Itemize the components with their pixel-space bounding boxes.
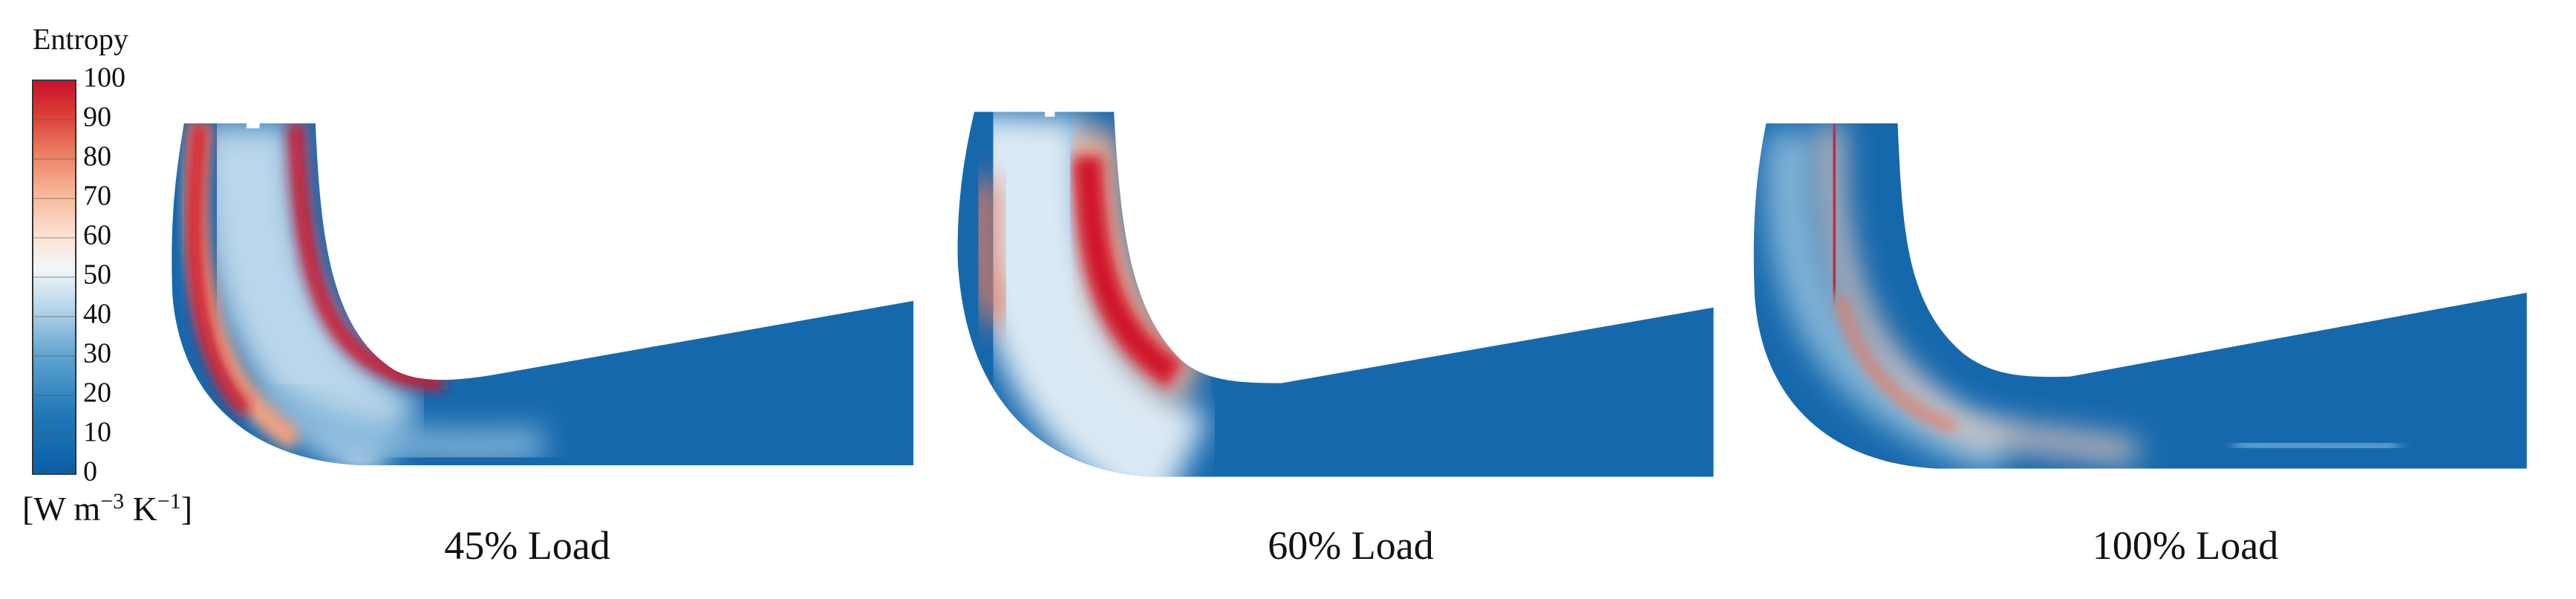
colorbar-tick-label: 70 [83,181,111,212]
colorbar-tick-label: 80 [83,141,111,172]
colorbar-tick-label: 10 [83,417,111,448]
contours [172,111,2527,477]
colorbar-unit: [W m−3 K−1] [22,489,192,528]
unit-part: −1 [157,489,181,514]
colorbar-tick-label: 100 [83,62,125,94]
contour-60 [957,111,1714,477]
unit-part: ] [181,490,192,528]
colorbar-title: Entropy [33,22,128,56]
contour-45 [172,123,914,466]
colorbar-ticks: 0 10 20 30 40 50 60 70 80 90 100 [33,62,125,488]
colorbar-tick-label: 20 [83,378,111,409]
colorbar-tick-label: 50 [83,259,111,291]
panel-caption: 45% Load [444,523,610,568]
colorbar-tick-label: 60 [83,220,111,251]
colorbar-tick-label: 40 [83,299,111,330]
unit-part: −3 [100,489,124,514]
unit-part: [W m [22,490,100,528]
contour-100 [1753,123,2527,469]
panel-caption: 60% Load [1268,523,1433,568]
colorbar-tick-label: 90 [83,102,111,133]
panel-caption: 100% Load [2093,523,2278,568]
colorbar-tick-label: 0 [83,456,97,488]
unit-part: K [124,490,157,528]
colorbar-tick-label: 30 [83,338,111,369]
